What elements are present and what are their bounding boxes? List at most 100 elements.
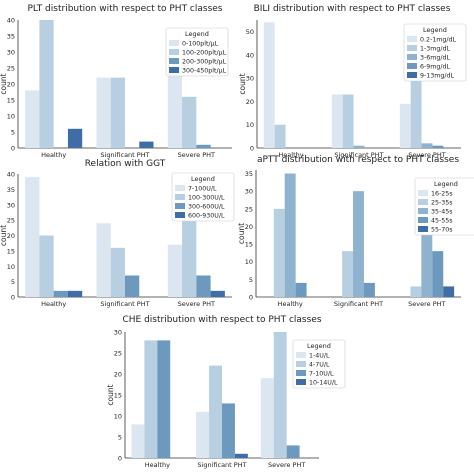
- bar: [331, 94, 343, 148]
- y-tick-label: 0: [250, 145, 254, 153]
- bar: [260, 378, 274, 458]
- y-axis-label: count: [0, 225, 8, 246]
- y-tick-label: 0: [11, 145, 15, 153]
- bar: [210, 290, 225, 297]
- legend-swatch: [169, 49, 179, 55]
- legend-swatch: [169, 40, 179, 46]
- bar: [110, 77, 125, 148]
- bar: [39, 235, 54, 297]
- legend-box: [165, 27, 229, 77]
- legend-swatch: [296, 379, 306, 385]
- y-tick-label: 20: [114, 371, 122, 379]
- y-tick-label: 25: [245, 205, 253, 213]
- bar: [39, 20, 54, 148]
- legend-box: [403, 23, 467, 82]
- legend-title: Legend: [191, 175, 215, 183]
- legend-label: 25-35s: [431, 200, 453, 207]
- bar: [125, 275, 140, 297]
- legend-title: Legend: [185, 30, 209, 38]
- y-tick-label: 40: [7, 171, 15, 179]
- bar: [157, 340, 171, 458]
- chart-panel-5: CHE distribution with respect to PHT cla…: [106, 315, 346, 469]
- legend-title: Legend: [434, 180, 458, 188]
- y-tick-label: 20: [246, 98, 254, 106]
- legend-label: 10-14U/L: [309, 380, 338, 387]
- y-tick-label: 50: [246, 28, 254, 36]
- legend-swatch: [418, 199, 428, 205]
- bar: [273, 332, 287, 458]
- bar: [196, 411, 210, 458]
- legend-label: 100-200plt/μL: [182, 50, 227, 57]
- x-tick-label: Significant PHT: [100, 300, 149, 308]
- y-tick-label: 40: [7, 17, 15, 25]
- y-tick-label: 10: [7, 263, 15, 271]
- legend-label: 35-45s: [431, 209, 453, 216]
- legend-label: 45-55s: [431, 218, 453, 225]
- y-tick-label: 30: [7, 201, 15, 209]
- legend-label: 4-7U/L: [309, 362, 330, 369]
- chart-title: aPTT distribution with respect to PHT cl…: [257, 155, 459, 165]
- chart-panel-4: aPTT distribution with respect to PHT cl…: [237, 155, 474, 308]
- bar: [131, 424, 145, 458]
- y-tick-label: 15: [7, 97, 15, 105]
- y-tick-label: 0: [11, 294, 15, 302]
- bar: [25, 177, 40, 297]
- y-tick-label: 35: [7, 186, 15, 194]
- y-tick-label: 10: [246, 121, 254, 129]
- x-tick-label: Healthy: [41, 300, 66, 308]
- bar: [421, 180, 433, 297]
- y-tick-label: 30: [245, 188, 253, 196]
- bar: [295, 282, 307, 297]
- bar: [67, 290, 83, 297]
- x-tick-label: Significant PHT: [197, 461, 246, 469]
- legend-swatch: [407, 36, 417, 42]
- bar: [67, 128, 83, 148]
- x-tick-label: Significant PHT: [334, 151, 383, 159]
- bar: [363, 282, 375, 297]
- legend-swatch: [175, 203, 185, 209]
- legend-swatch: [296, 370, 306, 376]
- y-tick-label: 25: [7, 65, 15, 73]
- legend-swatch: [418, 190, 428, 196]
- bar: [399, 103, 411, 148]
- y-tick-label: 15: [114, 392, 122, 400]
- bar: [110, 247, 125, 297]
- legend-swatch: [418, 208, 428, 214]
- legend-box: [171, 172, 235, 222]
- bar: [144, 340, 158, 458]
- legend-label: 600-930U/L: [188, 213, 225, 220]
- y-tick-label: 5: [118, 434, 122, 442]
- legend-swatch: [175, 185, 185, 191]
- bar: [196, 144, 211, 148]
- bar: [443, 286, 455, 297]
- y-tick-label: 15: [245, 241, 253, 249]
- legend-label: 300-600U/L: [188, 204, 225, 211]
- y-tick-label: 20: [7, 81, 15, 89]
- chart-panel-1: PLT distribution with respect to PHT cla…: [0, 4, 232, 159]
- legend-label: 0.2-1mg/dL: [420, 37, 457, 44]
- legend-swatch: [296, 352, 306, 358]
- legend-label: 1-4U/L: [309, 353, 330, 360]
- y-tick-label: 30: [7, 49, 15, 57]
- bar: [342, 94, 354, 148]
- legend-title: Legend: [307, 342, 331, 350]
- y-tick-label: 25: [114, 350, 122, 358]
- y-axis-label: count: [238, 73, 247, 94]
- bar: [96, 77, 111, 148]
- legend-swatch: [175, 194, 185, 200]
- legend-swatch: [169, 67, 179, 73]
- bar: [222, 403, 235, 458]
- bar: [182, 217, 197, 297]
- y-axis-label: count: [237, 223, 246, 244]
- y-tick-label: 40: [246, 51, 254, 59]
- legend-box: [414, 177, 474, 236]
- legend-swatch: [169, 58, 179, 64]
- legend-swatch: [407, 45, 417, 51]
- bar: [196, 275, 211, 297]
- x-tick-label: Severe PHT: [178, 151, 215, 159]
- y-tick-label: 10: [7, 113, 15, 121]
- y-tick-label: 0: [118, 455, 122, 463]
- legend-swatch: [407, 72, 417, 78]
- chart-title: Relation with GGT: [85, 159, 166, 169]
